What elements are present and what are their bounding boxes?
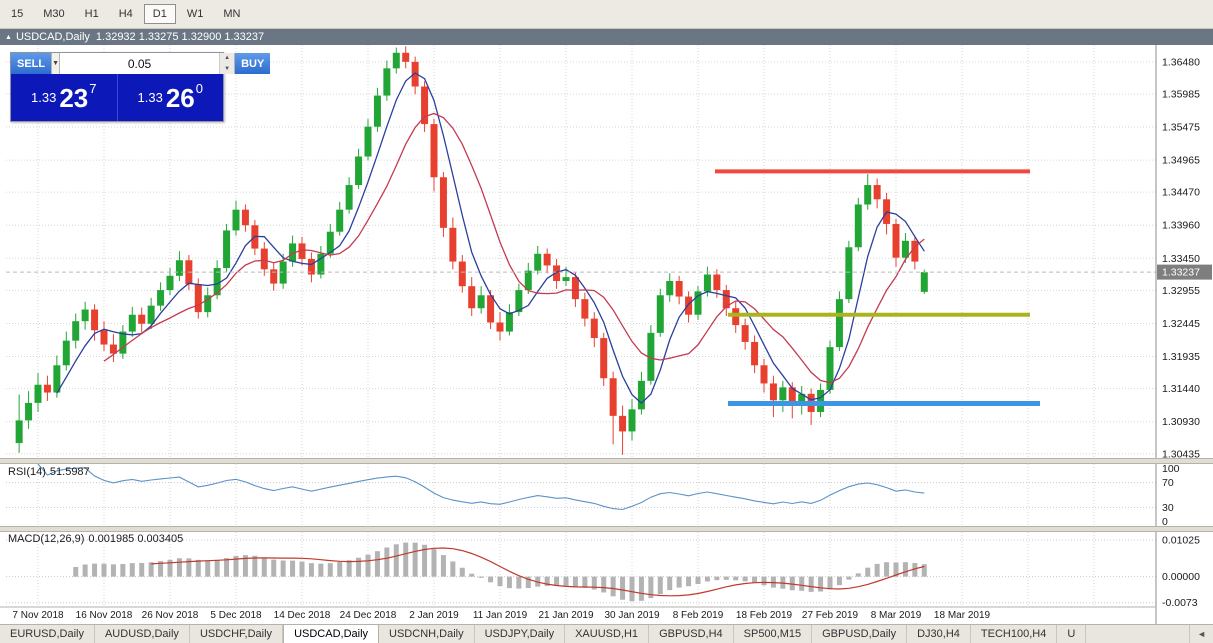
svg-text:0.00000: 0.00000	[1162, 571, 1200, 583]
timeframe-button-15[interactable]: 15	[2, 4, 32, 24]
svg-text:21 Jan 2019: 21 Jan 2019	[538, 610, 593, 621]
svg-text:1.33237: 1.33237	[1162, 267, 1200, 279]
svg-text:27 Feb 2019: 27 Feb 2019	[802, 610, 859, 621]
rsi-value: 51.5987	[49, 466, 90, 478]
svg-text:1.30435: 1.30435	[1162, 448, 1200, 460]
trade-controls-row: SELL ▼ ▲ ▼ BUY	[11, 53, 271, 74]
tab-usdcnh-daily[interactable]: USDCNH,Daily	[379, 625, 475, 643]
svg-text:8 Mar 2019: 8 Mar 2019	[871, 610, 922, 621]
buy-price-pips: 26	[165, 82, 195, 113]
tab-sp500-m15[interactable]: SP500,M15	[734, 625, 813, 643]
volume-dropdown-button[interactable]: ▼	[51, 53, 60, 74]
svg-text:30 Jan 2019: 30 Jan 2019	[604, 610, 659, 621]
svg-text:0: 0	[1162, 516, 1168, 528]
svg-text:70: 70	[1162, 477, 1174, 489]
svg-text:-0.0073: -0.0073	[1162, 597, 1198, 609]
tab-audusd-daily[interactable]: AUDUSD,Daily	[95, 625, 190, 643]
svg-text:1.36480: 1.36480	[1162, 56, 1200, 68]
svg-text:1.34470: 1.34470	[1162, 187, 1200, 199]
chart-ohlc-values: 1.32932 1.33275 1.32900 1.33237	[95, 31, 265, 43]
svg-text:1.33450: 1.33450	[1162, 253, 1200, 265]
arrow-left-icon: ◄	[1197, 629, 1206, 639]
svg-text:1.31935: 1.31935	[1162, 351, 1200, 363]
svg-text:18 Mar 2019: 18 Mar 2019	[934, 610, 991, 621]
tab-scroll-left-button[interactable]: ◄	[1189, 625, 1213, 643]
svg-text:100: 100	[1162, 463, 1180, 475]
sell-price-pips: 23	[59, 82, 89, 113]
macd-panel-splitter[interactable]	[0, 526, 1213, 532]
svg-text:5 Dec 2018: 5 Dec 2018	[210, 610, 262, 621]
svg-text:0.01025: 0.01025	[1162, 535, 1200, 547]
rsi-indicator-label: RSI(14) 51.5987	[8, 466, 94, 478]
rsi-name: RSI(14)	[8, 466, 46, 478]
svg-text:1.32445: 1.32445	[1162, 318, 1200, 330]
volume-input[interactable]	[60, 53, 220, 74]
one-click-trading-panel: SELL ▼ ▲ ▼ BUY 1.33 23 7 1.33 26	[10, 52, 271, 122]
svg-text:26 Nov 2018: 26 Nov 2018	[142, 610, 199, 621]
svg-text:1.35475: 1.35475	[1162, 122, 1200, 134]
timeframe-button-h4[interactable]: H4	[110, 4, 142, 24]
tab-usdcad-daily[interactable]: USDCAD,Daily	[283, 625, 380, 643]
svg-text:30: 30	[1162, 502, 1174, 514]
svg-text:2 Jan 2019: 2 Jan 2019	[409, 610, 459, 621]
chevron-down-icon: ▼	[52, 60, 60, 67]
svg-text:24 Dec 2018: 24 Dec 2018	[340, 610, 397, 621]
tab-tech100-h4[interactable]: TECH100,H4	[971, 625, 1058, 643]
svg-text:8 Feb 2019: 8 Feb 2019	[673, 610, 724, 621]
timeframe-button-m30[interactable]: M30	[34, 4, 73, 24]
macd-values: 0.001985 0.003405	[88, 533, 184, 545]
sell-price-display[interactable]: 1.33 23 7	[11, 74, 118, 121]
svg-text:1.35985: 1.35985	[1162, 88, 1200, 100]
volume-decrease-button[interactable]: ▼	[220, 63, 235, 74]
sell-price-main: 1.33	[31, 90, 57, 105]
tab-gbpusd-daily[interactable]: GBPUSD,Daily	[812, 625, 908, 643]
timeframe-button-mn[interactable]: MN	[214, 4, 249, 24]
svg-text:1.32955: 1.32955	[1162, 285, 1200, 297]
svg-text:1.34965: 1.34965	[1162, 155, 1200, 167]
svg-text:16 Nov 2018: 16 Nov 2018	[76, 610, 133, 621]
sell-price-pipette: 7	[89, 81, 97, 96]
timeframe-button-h1[interactable]: H1	[76, 4, 108, 24]
svg-text:18 Feb 2019: 18 Feb 2019	[736, 610, 793, 621]
tab-xauusd-h1[interactable]: XAUUSD,H1	[565, 625, 650, 643]
svg-text:1.31440: 1.31440	[1162, 383, 1200, 395]
buy-price-pipette: 0	[195, 81, 203, 96]
svg-text:14 Dec 2018: 14 Dec 2018	[274, 610, 331, 621]
svg-text:1.33960: 1.33960	[1162, 220, 1200, 232]
buy-price-display[interactable]: 1.33 26 0	[118, 74, 224, 121]
rsi-panel-splitter[interactable]	[0, 458, 1213, 464]
buy-button[interactable]: BUY	[235, 53, 271, 74]
tab-u[interactable]: U	[1057, 625, 1087, 643]
volume-stepper: ▲ ▼	[219, 53, 235, 74]
tab-gbpusd-h4[interactable]: GBPUSD,H4	[649, 625, 734, 643]
tab-usdchf-daily[interactable]: USDCHF,Daily	[190, 625, 284, 643]
macd-name: MACD(12,26,9)	[8, 533, 85, 545]
svg-text:7 Nov 2018: 7 Nov 2018	[12, 610, 64, 621]
timeframe-button-d1[interactable]: D1	[143, 4, 176, 24]
tab-eurusd-daily[interactable]: EURUSD,Daily	[0, 625, 95, 643]
chart-title: USDCAD,Daily	[15, 31, 90, 43]
chart-window-titlebar[interactable]: ▲ USDCAD,Daily 1.32932 1.33275 1.32900 1.3…	[0, 29, 1213, 45]
tab-usdjpy-daily[interactable]: USDJPY,Daily	[475, 625, 566, 643]
svg-text:1.30930: 1.30930	[1162, 416, 1200, 428]
chart-window-icon: ▲	[5, 34, 12, 41]
timeframe-toolbar: 15 M30 H1 H4 D1 W1 MN	[0, 0, 1213, 29]
macd-indicator-label: MACD(12,26,9) 0.001985 0.003405	[8, 533, 187, 545]
symbol-tab-bar: EURUSD,Daily AUDUSD,Daily USDCHF,Daily USDC…	[0, 624, 1213, 643]
svg-text:11 Jan 2019: 11 Jan 2019	[473, 610, 528, 621]
volume-increase-button[interactable]: ▲	[220, 53, 235, 64]
buy-price-main: 1.33	[137, 90, 163, 105]
volume-field-wrap: ▲ ▼	[59, 53, 236, 74]
trade-prices-row: 1.33 23 7 1.33 26 0	[11, 74, 223, 121]
sell-button[interactable]: SELL	[11, 53, 52, 74]
timeframe-button-w1[interactable]: W1	[178, 4, 213, 24]
tab-dj30-h4[interactable]: DJ30,H4	[907, 625, 971, 643]
